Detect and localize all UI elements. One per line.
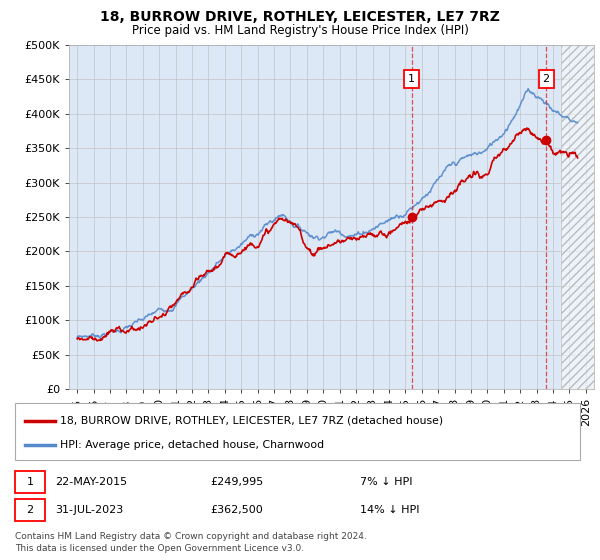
Text: 2: 2 — [542, 74, 550, 84]
Text: 1: 1 — [26, 477, 34, 487]
Text: Contains HM Land Registry data © Crown copyright and database right 2024.: Contains HM Land Registry data © Crown c… — [15, 531, 367, 540]
FancyBboxPatch shape — [15, 500, 45, 521]
Text: 2: 2 — [26, 505, 34, 515]
Text: 14% ↓ HPI: 14% ↓ HPI — [360, 505, 419, 515]
Bar — [561, 45, 594, 389]
Text: £362,500: £362,500 — [210, 505, 263, 515]
Text: 1: 1 — [408, 74, 415, 84]
Text: 7% ↓ HPI: 7% ↓ HPI — [360, 477, 413, 487]
Text: This data is licensed under the Open Government Licence v3.0.: This data is licensed under the Open Gov… — [15, 544, 304, 553]
Text: 18, BURROW DRIVE, ROTHLEY, LEICESTER, LE7 7RZ: 18, BURROW DRIVE, ROTHLEY, LEICESTER, LE… — [100, 10, 500, 24]
Text: £249,995: £249,995 — [210, 477, 263, 487]
Text: 18, BURROW DRIVE, ROTHLEY, LEICESTER, LE7 7RZ (detached house): 18, BURROW DRIVE, ROTHLEY, LEICESTER, LE… — [60, 416, 443, 426]
Text: HPI: Average price, detached house, Charnwood: HPI: Average price, detached house, Char… — [60, 440, 324, 450]
FancyBboxPatch shape — [15, 403, 580, 460]
Bar — [561, 45, 594, 389]
Text: 31-JUL-2023: 31-JUL-2023 — [55, 505, 123, 515]
Text: 22-MAY-2015: 22-MAY-2015 — [55, 477, 127, 487]
FancyBboxPatch shape — [15, 472, 45, 493]
Text: Price paid vs. HM Land Registry's House Price Index (HPI): Price paid vs. HM Land Registry's House … — [131, 24, 469, 36]
